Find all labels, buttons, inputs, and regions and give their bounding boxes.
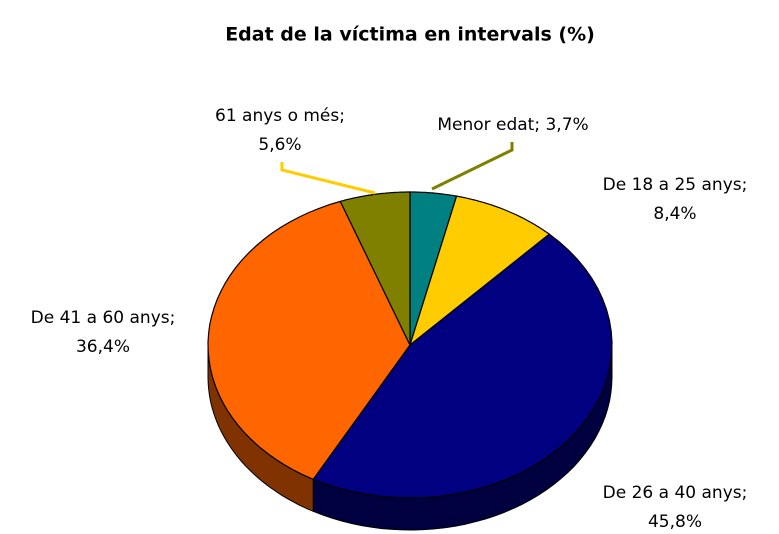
data-label: 61 anys o més; — [215, 106, 345, 126]
data-label: De 41 a 60 anys; — [31, 308, 176, 328]
slice — [312, 233, 613, 499]
slice — [207, 200, 411, 481]
data-label: De 26 a 40 anys; — [603, 483, 748, 503]
data-label: 5,6% — [258, 135, 301, 155]
slice — [408, 195, 551, 347]
leader-line — [431, 142, 514, 191]
data-label: 36,4% — [76, 337, 130, 357]
data-label: 8,4% — [653, 204, 696, 224]
chart-title: Edat de la víctima en intervals (%) — [225, 24, 595, 46]
labels: Menor edat; 3,7% De 18 a 25 anys; 8,4% De 2… — [31, 106, 748, 532]
data-label: De 18 a 25 anys; — [603, 175, 748, 195]
data-label: 45,8% — [648, 512, 702, 532]
data-label: Menor edat; 3,7% — [437, 115, 588, 135]
pie-tops — [207, 191, 613, 499]
leader-line — [280, 162, 376, 195]
